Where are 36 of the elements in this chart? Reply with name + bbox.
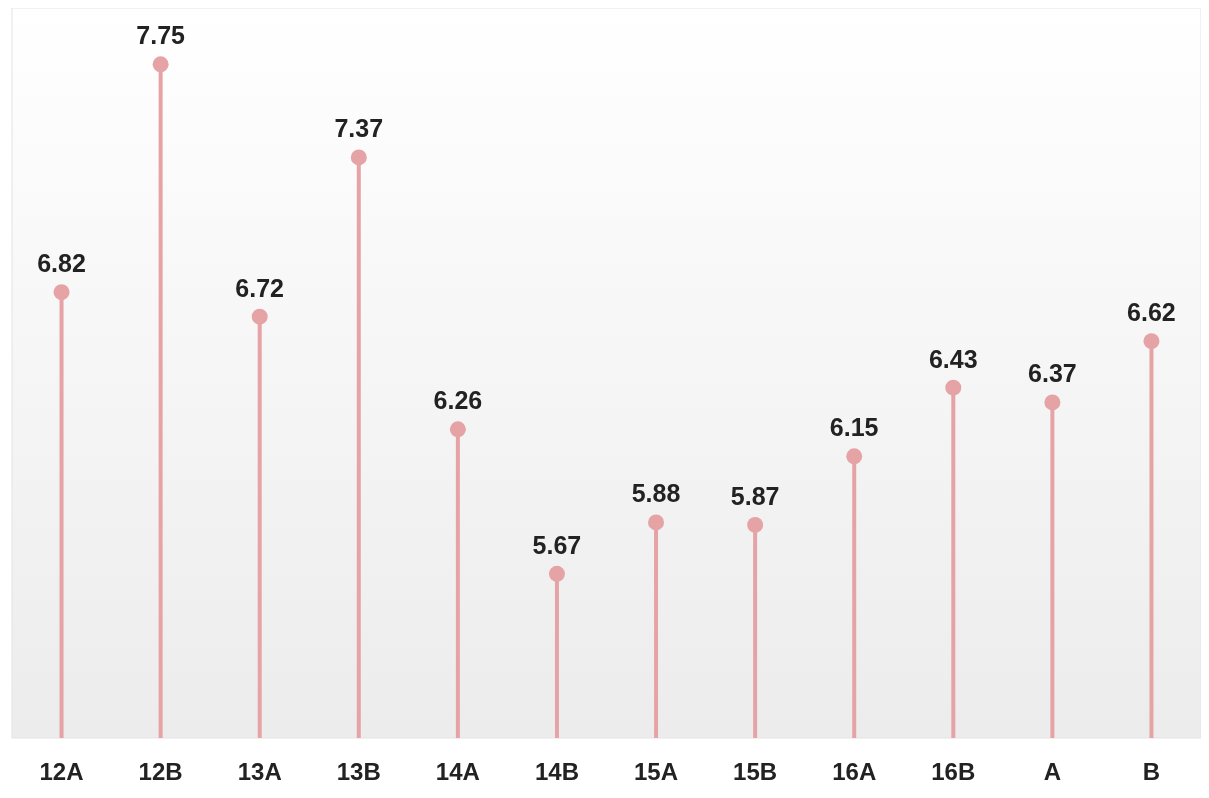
x-tick-label: 16B [931,758,976,785]
point [449,421,466,438]
x-tick-label: 13B [336,758,381,785]
x-tick-label: 14B [534,758,579,785]
x-tick-label: 16A [832,758,877,785]
point [53,284,70,301]
point [350,149,367,166]
data-label: 6.82 [37,249,86,278]
data-label: 6.43 [928,344,978,373]
data-label: 6.26 [433,386,483,415]
point [846,448,863,465]
x-tick-label: 13A [237,758,282,785]
point [251,308,268,325]
data-label: 6.15 [829,413,879,442]
point [945,379,962,396]
point [548,565,565,582]
point [152,56,169,73]
data-label: 7.75 [136,21,186,50]
data-label: 6.62 [1127,298,1176,327]
x-tick-label: A [1043,758,1062,785]
x-tick-label: 15A [634,758,679,785]
point [747,516,764,533]
x-tick-label: 14A [435,758,480,785]
point [1044,394,1061,411]
x-tick-label: 12B [138,758,183,785]
point [648,514,665,531]
data-label: 5.67 [532,530,582,559]
x-tick-label: 12A [39,758,84,785]
x-tick-label: 15B [733,758,778,785]
data-label: 6.72 [235,273,285,302]
data-label: 6.37 [1028,359,1077,388]
data-label: 5.87 [730,481,780,510]
data-label: 5.88 [631,479,681,508]
data-label: 7.37 [334,114,384,143]
x-tick-label: B [1142,758,1161,785]
point [1143,333,1160,350]
